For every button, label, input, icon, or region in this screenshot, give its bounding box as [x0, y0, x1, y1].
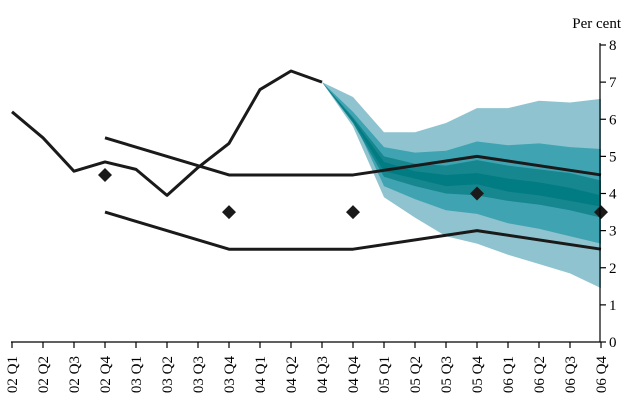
x-axis-ticks: 02 Q1 02 Q2 02 Q3 02 Q4 03 Q1 03 Q2 03 Q3 03 Q4… [5, 342, 610, 393]
x-tick-label: 04 Q4 [346, 356, 362, 394]
x-tick-label: 06 Q4 [594, 356, 610, 394]
y-tick-label: 5 [609, 149, 617, 165]
diamond-marker [594, 205, 608, 220]
x-tick-label: 02 Q1 [5, 356, 21, 393]
series-line-2 [104, 136, 602, 177]
y-tick-label: 4 [609, 187, 617, 203]
y-tick-label: 1 [609, 298, 617, 314]
x-tick-label: 06 Q2 [532, 356, 548, 393]
y-tick-label: 7 [609, 75, 617, 91]
fan-bands [322, 82, 601, 289]
x-tick-label: 04 Q2 [284, 356, 300, 393]
x-tick-label: 04 Q3 [315, 356, 331, 393]
y-tick-label: 6 [609, 112, 617, 128]
axes [11, 43, 601, 343]
diamond-marker [98, 167, 112, 182]
x-tick-label: 02 Q2 [36, 356, 52, 393]
x-tick-label: 02 Q3 [67, 356, 83, 393]
series-line-3 [104, 210, 602, 251]
diamond-marker [346, 205, 360, 220]
y-tick-label: 3 [609, 224, 617, 240]
x-tick-label: 05 Q2 [408, 356, 424, 393]
x-tick-label: 03 Q2 [160, 356, 176, 393]
y-axis-unit-label: Per cent [572, 16, 622, 32]
series-line-1 [11, 69, 323, 197]
y-tick-label: 2 [609, 261, 617, 277]
x-tick-label: 03 Q3 [191, 356, 207, 393]
x-tick-label: 04 Q1 [253, 356, 269, 393]
y-axis-ticks: 0 1 2 3 4 5 6 7 8 [600, 38, 617, 351]
x-tick-label: 02 Q4 [98, 356, 114, 394]
x-tick-label: 05 Q3 [439, 356, 455, 393]
x-tick-label: 06 Q3 [563, 356, 579, 393]
diamond-markers [98, 167, 608, 220]
series-lines [11, 69, 602, 251]
fan-band-4 [322, 82, 601, 207]
x-tick-label: 06 Q1 [501, 356, 517, 393]
diamond-marker [222, 205, 236, 220]
x-tick-label: 03 Q1 [129, 356, 145, 393]
diamond-marker [470, 186, 484, 201]
x-tick-label: 03 Q4 [222, 356, 238, 394]
y-tick-label: 0 [609, 335, 617, 351]
y-tick-label: 8 [609, 38, 617, 54]
x-tick-label: 05 Q1 [377, 356, 393, 393]
x-tick-label: 05 Q4 [470, 356, 486, 394]
